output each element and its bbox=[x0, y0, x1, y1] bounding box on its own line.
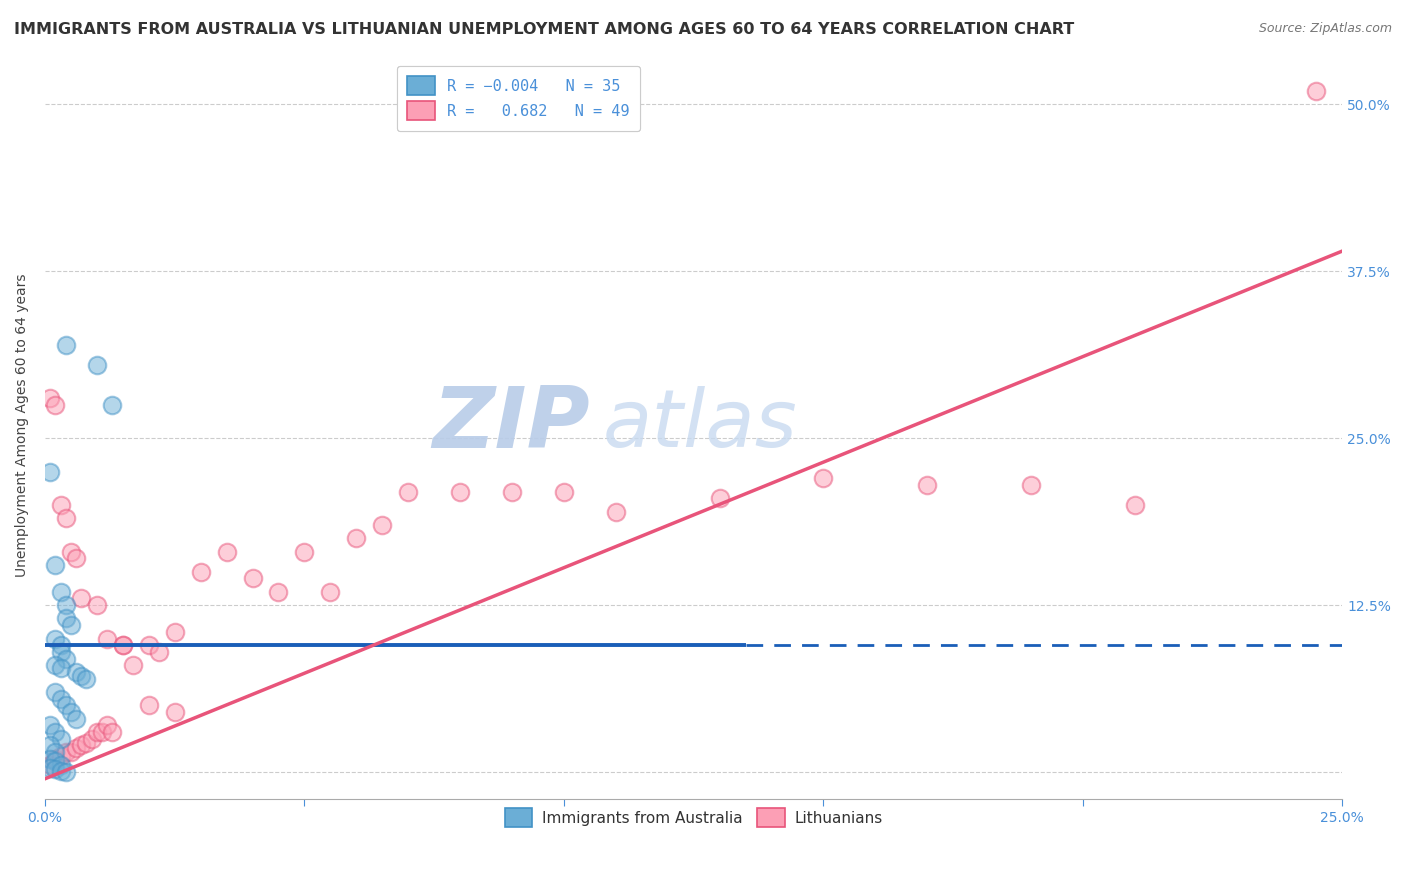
Point bbox=[55, 698, 77, 713]
Point bbox=[49, 584, 72, 599]
Point bbox=[163, 705, 186, 719]
Point bbox=[59, 745, 82, 759]
Point bbox=[371, 518, 394, 533]
Point bbox=[44, 398, 66, 412]
Point bbox=[39, 739, 62, 753]
Point bbox=[49, 691, 72, 706]
Point bbox=[267, 584, 290, 599]
Point bbox=[49, 645, 72, 659]
Point bbox=[1123, 498, 1146, 512]
Point bbox=[138, 698, 160, 713]
Point bbox=[111, 638, 134, 652]
Point bbox=[65, 741, 87, 756]
Point bbox=[59, 618, 82, 632]
Point bbox=[44, 745, 66, 759]
Point bbox=[86, 725, 108, 739]
Point bbox=[55, 765, 77, 780]
Point bbox=[148, 645, 170, 659]
Point bbox=[39, 391, 62, 405]
Text: IMMIGRANTS FROM AUSTRALIA VS LITHUANIAN UNEMPLOYMENT AMONG AGES 60 TO 64 YEARS C: IMMIGRANTS FROM AUSTRALIA VS LITHUANIAN … bbox=[14, 22, 1074, 37]
Point bbox=[44, 763, 66, 777]
Point bbox=[1305, 84, 1327, 98]
Point bbox=[76, 672, 98, 686]
Point bbox=[44, 658, 66, 673]
Point bbox=[1019, 478, 1042, 492]
Point bbox=[553, 484, 575, 499]
Point bbox=[49, 758, 72, 772]
Point bbox=[449, 484, 471, 499]
Point bbox=[49, 661, 72, 675]
Point bbox=[44, 725, 66, 739]
Point bbox=[190, 565, 212, 579]
Point bbox=[70, 669, 93, 683]
Point bbox=[39, 761, 62, 775]
Point bbox=[55, 745, 77, 759]
Point bbox=[80, 731, 103, 746]
Point bbox=[55, 651, 77, 665]
Point bbox=[96, 718, 118, 732]
Point bbox=[70, 739, 93, 753]
Point bbox=[96, 632, 118, 646]
Point bbox=[163, 624, 186, 639]
Point bbox=[122, 658, 145, 673]
Point bbox=[49, 498, 72, 512]
Point bbox=[111, 638, 134, 652]
Point bbox=[70, 591, 93, 606]
Point bbox=[49, 749, 72, 764]
Point bbox=[86, 598, 108, 612]
Text: ZIP: ZIP bbox=[432, 384, 591, 467]
Point bbox=[39, 758, 62, 772]
Point bbox=[49, 764, 72, 778]
Legend: Immigrants from Australia, Lithuanians: Immigrants from Australia, Lithuanians bbox=[496, 799, 891, 836]
Point bbox=[44, 755, 66, 769]
Point bbox=[59, 705, 82, 719]
Point bbox=[49, 731, 72, 746]
Point bbox=[39, 718, 62, 732]
Point bbox=[44, 752, 66, 766]
Point bbox=[501, 484, 523, 499]
Point bbox=[101, 398, 124, 412]
Point bbox=[55, 598, 77, 612]
Point bbox=[44, 632, 66, 646]
Point bbox=[49, 638, 72, 652]
Point bbox=[39, 752, 62, 766]
Point bbox=[344, 531, 367, 545]
Point bbox=[44, 685, 66, 699]
Point bbox=[915, 478, 938, 492]
Text: Source: ZipAtlas.com: Source: ZipAtlas.com bbox=[1258, 22, 1392, 36]
Point bbox=[59, 544, 82, 558]
Point bbox=[709, 491, 731, 506]
Point bbox=[91, 725, 114, 739]
Point bbox=[294, 544, 316, 558]
Point bbox=[65, 551, 87, 566]
Point bbox=[101, 725, 124, 739]
Text: atlas: atlas bbox=[603, 385, 797, 464]
Point bbox=[396, 484, 419, 499]
Point bbox=[65, 712, 87, 726]
Point bbox=[76, 736, 98, 750]
Point bbox=[65, 665, 87, 679]
Point bbox=[55, 337, 77, 351]
Point bbox=[242, 571, 264, 585]
Point bbox=[86, 358, 108, 372]
Y-axis label: Unemployment Among Ages 60 to 64 years: Unemployment Among Ages 60 to 64 years bbox=[15, 273, 30, 576]
Point bbox=[39, 465, 62, 479]
Point bbox=[138, 638, 160, 652]
Point bbox=[55, 611, 77, 625]
Point bbox=[215, 544, 238, 558]
Point bbox=[319, 584, 342, 599]
Point bbox=[813, 471, 835, 485]
Point bbox=[44, 558, 66, 572]
Point bbox=[605, 505, 627, 519]
Point bbox=[55, 511, 77, 525]
